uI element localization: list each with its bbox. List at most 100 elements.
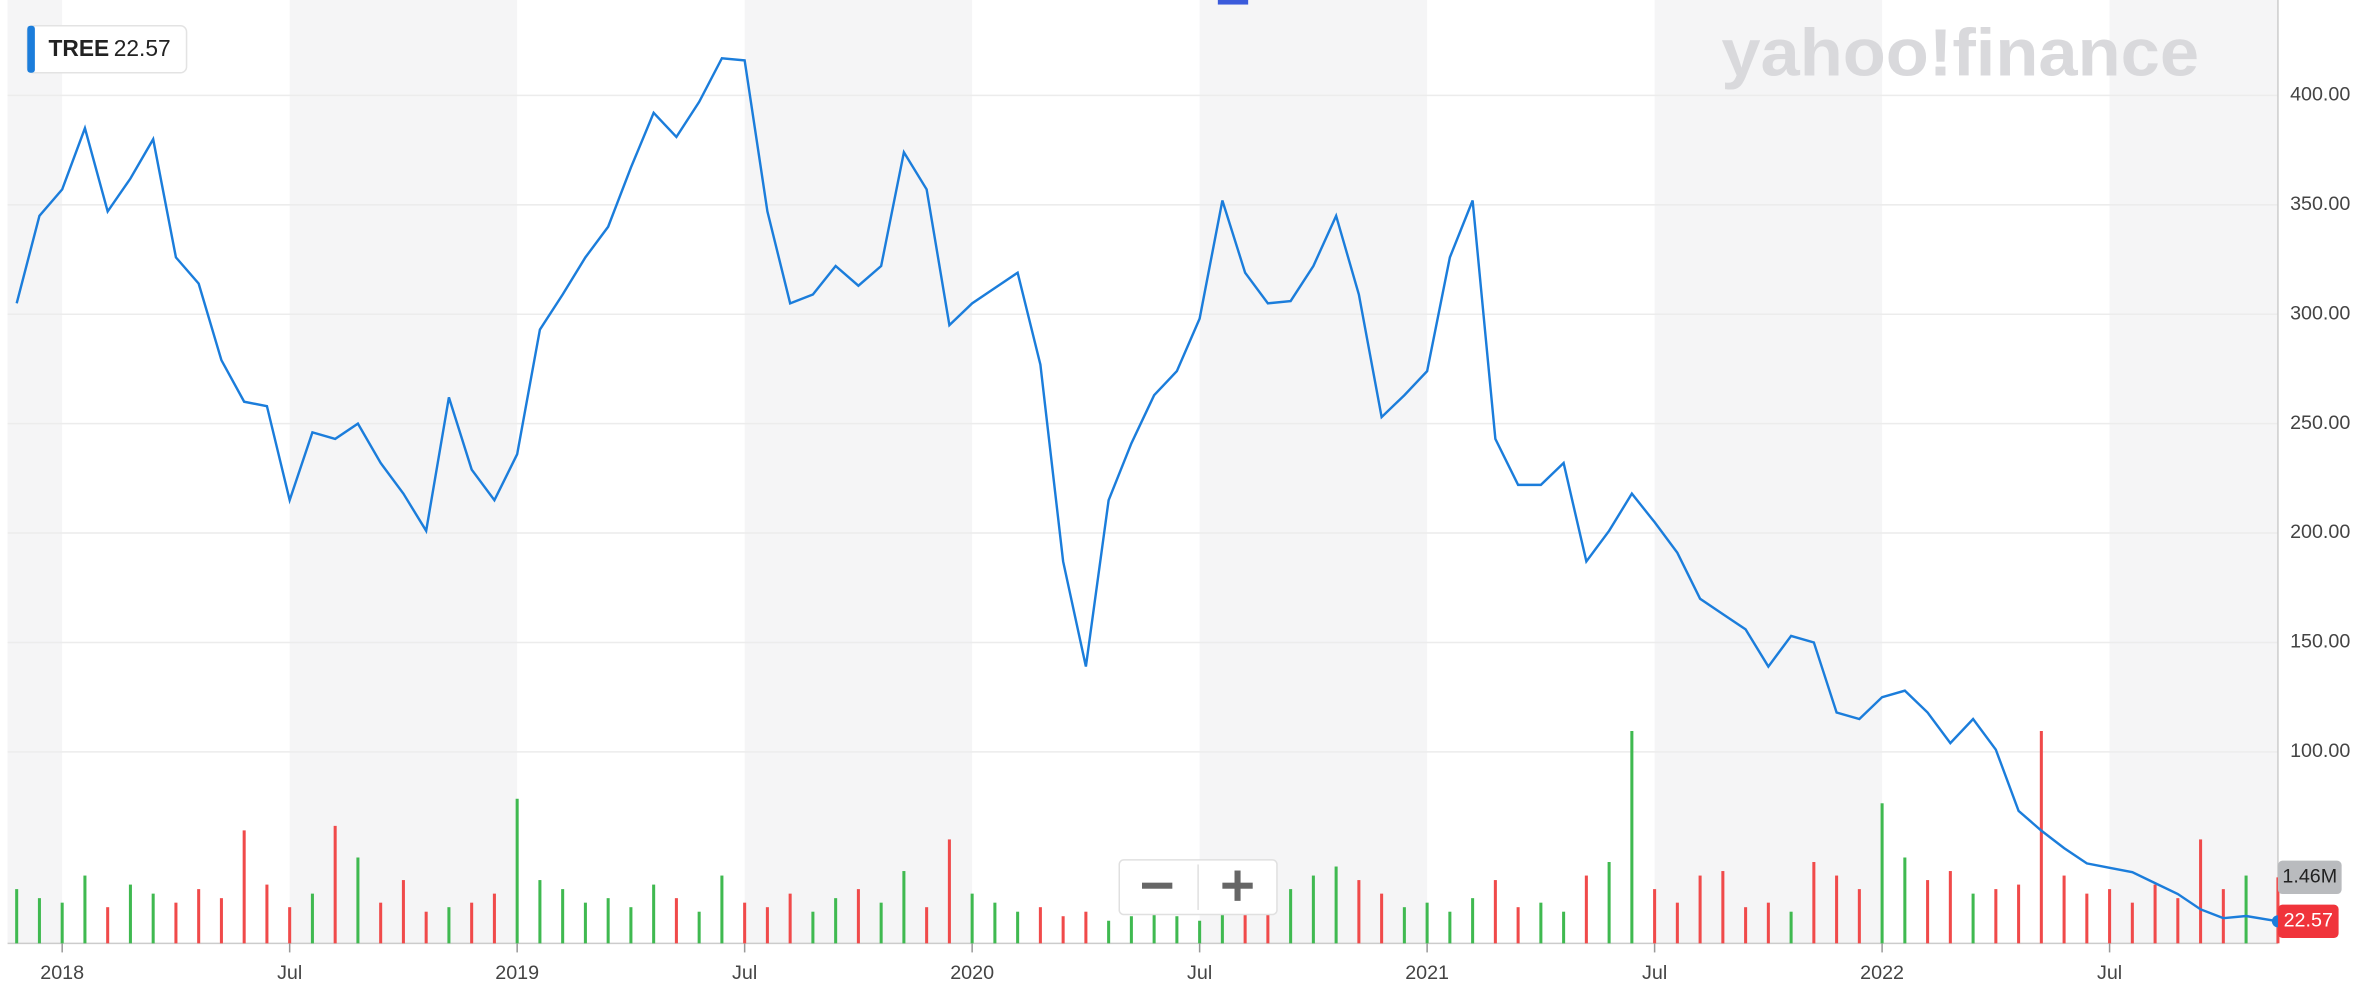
- volume-bar: [538, 880, 542, 944]
- volume-bar: [1016, 911, 1020, 944]
- volume-bar: [37, 898, 41, 944]
- volume-bar: [151, 893, 155, 944]
- volume-bar: [583, 902, 587, 944]
- volume-bar: [1129, 916, 1133, 944]
- volume-bar: [197, 889, 201, 944]
- volume-bar: [2108, 889, 2112, 944]
- volume-bar: [561, 889, 565, 944]
- volume-bar: [219, 898, 223, 944]
- x-tick-label: 2022: [1860, 962, 1904, 984]
- ticker-price: 22.57: [114, 35, 171, 61]
- zoom-in[interactable]: [1222, 870, 1253, 901]
- volume-bar: [788, 893, 792, 944]
- price-tag: [2277, 904, 2339, 938]
- volume-bar: [401, 880, 405, 944]
- volume-bar: [879, 902, 883, 944]
- volume-bar: [925, 907, 929, 944]
- volume-bar: [1630, 731, 1634, 944]
- volume-bar: [902, 871, 906, 944]
- volume-tag-label: 1.46M: [2282, 866, 2337, 888]
- volume-bar: [2039, 731, 2043, 944]
- volume-bar: [2244, 875, 2248, 944]
- volume-bar: [1812, 862, 1816, 944]
- y-tick-label: 100.00: [2290, 740, 2350, 762]
- plot: 100.00 150.00 200.00 250.00 300.00 350.00 400.…: [7, 0, 2350, 984]
- volume-bar: [1653, 889, 1657, 944]
- volume-bar: [2130, 902, 2134, 944]
- volume-bar: [447, 907, 451, 944]
- x-tick-label: Jul: [732, 962, 757, 984]
- shade-band: [7, 0, 63, 944]
- volume-bar: [720, 875, 724, 944]
- price-line: [15, 56, 2279, 923]
- volume-bar: [606, 898, 610, 944]
- volume-bar: [1539, 902, 1543, 944]
- x-tick-label: Jul: [2097, 962, 2122, 984]
- volume-bar: [1857, 889, 1861, 944]
- volume-bar: [1789, 911, 1793, 944]
- volume-bar: [1084, 911, 1088, 944]
- volume-bar: [1471, 898, 1475, 944]
- volume-bar: [2221, 889, 2225, 944]
- volume-bar: [1926, 880, 1930, 944]
- chart-area: yahoo!finance 100.00 150.00 200.00 250.00 30…: [7, 0, 2350, 984]
- volume-bar: [1198, 920, 1202, 944]
- watermark: yahoo!finance: [1721, 16, 2199, 90]
- y-tick-label: 300.00: [2290, 302, 2350, 324]
- volume-bar: [1584, 875, 1588, 944]
- volume-bar: [515, 798, 519, 944]
- x-tick-label: Jul: [1642, 962, 1667, 984]
- volume-bar: [2062, 875, 2066, 944]
- volume-bar: [1835, 875, 1839, 944]
- volume-bar: [265, 884, 269, 944]
- volume-bar: [674, 898, 678, 944]
- ticker-symbol: TREE: [49, 35, 110, 61]
- volume-bar: [1107, 920, 1111, 944]
- volume-bar: [2017, 884, 2021, 944]
- volume-bar: [174, 902, 178, 944]
- volume-bar: [1175, 916, 1179, 944]
- volume-bar: [970, 893, 974, 944]
- volume-bar: [60, 902, 64, 944]
- shade-band: [2109, 0, 2278, 944]
- volume-bar: [811, 911, 815, 944]
- volume-tag: [2277, 860, 2342, 895]
- volume-bar: [310, 893, 314, 944]
- volume-bar: [492, 893, 496, 944]
- x-tick-label: 2021: [1405, 962, 1449, 984]
- y-tick-label: 150.00: [2290, 631, 2350, 653]
- volume-bar: [947, 839, 951, 944]
- volume-bar: [1243, 902, 1247, 944]
- volume-bar: [1493, 880, 1497, 944]
- volume-bar: [2199, 839, 2203, 944]
- y-tick-label: 250.00: [2290, 412, 2350, 434]
- volume-bar: [106, 907, 110, 944]
- x-tick-label: Jul: [1187, 962, 1212, 984]
- volume-bar: [1402, 907, 1406, 944]
- x-tick-label: 2020: [950, 962, 994, 984]
- volume-bar: [128, 884, 132, 944]
- volume-bar: [2176, 898, 2180, 944]
- ticker-box: TREE 22.57: [26, 25, 188, 74]
- volume-bar: [1698, 875, 1702, 944]
- volume-bar: [629, 907, 633, 944]
- volume-bar: [1903, 857, 1907, 944]
- volume-bar: [765, 907, 769, 944]
- shade-band: [1654, 0, 1883, 944]
- volume-bar: [1380, 893, 1384, 944]
- x-tick-label: 2018: [40, 962, 84, 984]
- volume-bar: [993, 902, 997, 944]
- y-tick-label: 400.00: [2290, 84, 2350, 106]
- shade-band: [744, 0, 973, 944]
- zoom-out[interactable]: [1141, 882, 1173, 889]
- volume-bar: [1766, 902, 1770, 944]
- volume-bar: [15, 889, 19, 944]
- y-tick-label: 350.00: [2290, 193, 2350, 215]
- volume-bar: [470, 902, 474, 944]
- volume-bar: [1334, 866, 1338, 944]
- volume-bar: [1152, 907, 1156, 944]
- volume-bar: [697, 911, 701, 944]
- zoom-controls: [1118, 859, 1278, 916]
- volume-bar: [1971, 893, 1975, 944]
